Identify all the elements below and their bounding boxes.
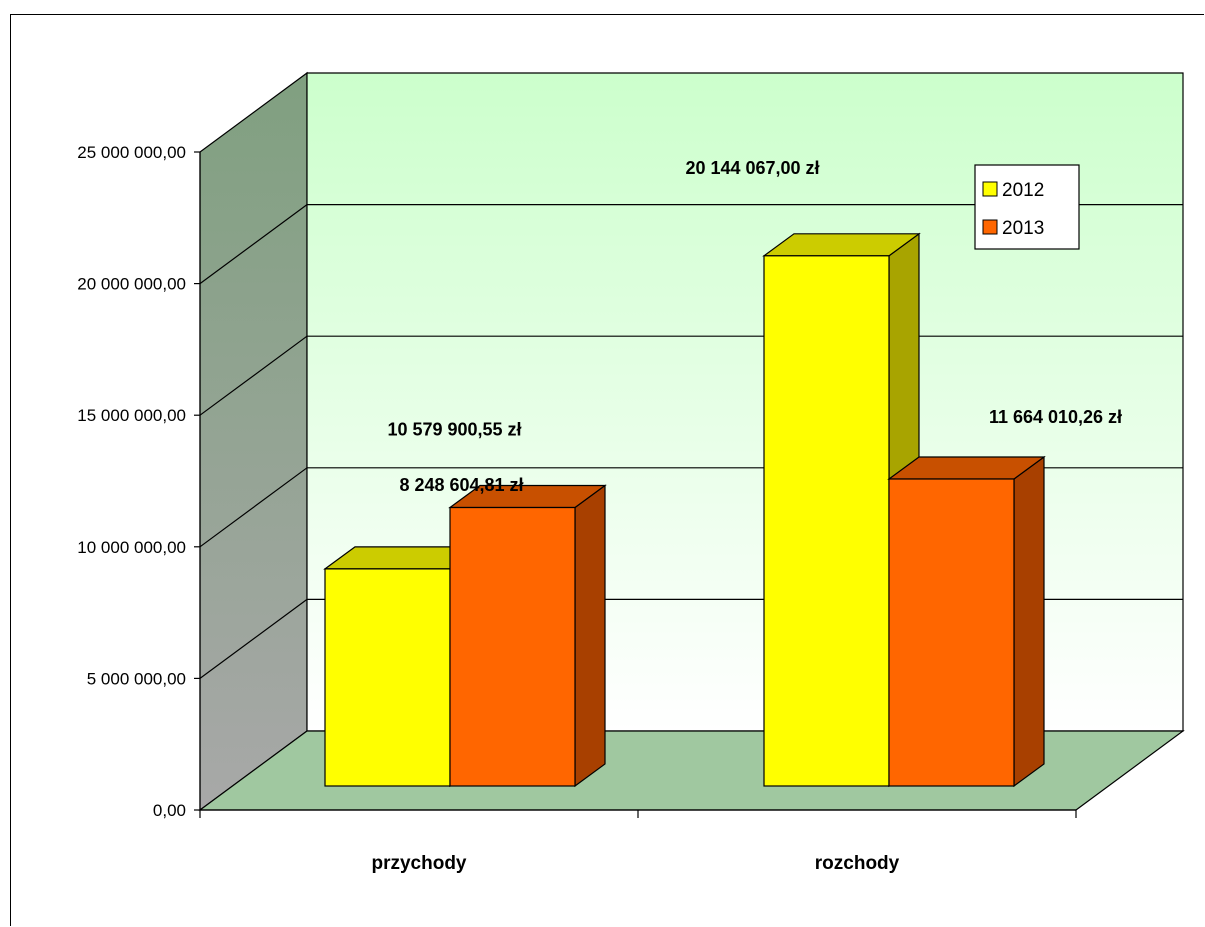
gridline-side bbox=[199, 335, 308, 416]
category-label-rozchody: rozchody bbox=[815, 853, 900, 874]
y-tick-label: 10 000 000,00 bbox=[77, 538, 186, 557]
data-label-2013-przychody: 10 579 900,55 zł bbox=[387, 420, 521, 440]
bars bbox=[323, 232, 1046, 788]
y-tick-label: 5 000 000,00 bbox=[87, 669, 186, 688]
y-axis-ticks: 0,00 5 000 000,00 10 000 000,00 15 000 000,… bbox=[77, 143, 200, 820]
data-label-2012-rozchody: 20 144 067,00 zł bbox=[685, 158, 819, 178]
y-tick-label: 20 000 000,00 bbox=[77, 275, 186, 294]
y-tick-label: 0,00 bbox=[153, 801, 186, 820]
bar-2012-przychody bbox=[324, 568, 451, 787]
chart-frame bbox=[10, 14, 1204, 926]
data-labels: 8 248 604,81 zł 10 579 900,55 zł 20 144 06… bbox=[387, 158, 1122, 495]
gridline-side bbox=[199, 598, 308, 679]
gridline-side bbox=[199, 467, 308, 548]
y-tick-label: 15 000 000,00 bbox=[77, 406, 186, 425]
bar-2012-rozchody bbox=[763, 255, 890, 787]
y-tick-label: 25 000 000,00 bbox=[77, 143, 186, 162]
data-label-2012-przychody: 8 248 604,81 zł bbox=[399, 475, 523, 495]
bar-side-2013-przychody bbox=[574, 484, 606, 788]
bar-2013-rozchody bbox=[888, 478, 1015, 787]
x-axis-categories: przychody rozchody bbox=[371, 853, 899, 874]
data-label-2013-rozchody: 11 664 010,26 zł bbox=[989, 407, 1122, 427]
legend-swatch-2012 bbox=[982, 181, 998, 197]
legend-label-2012: 2012 bbox=[1002, 180, 1044, 201]
category-label-przychody: przychody bbox=[371, 853, 466, 874]
gridline-side bbox=[199, 204, 308, 285]
bar-side-2013-rozchody bbox=[1013, 455, 1045, 788]
bar-2013-przychody bbox=[449, 506, 576, 787]
legend-label-2013: 2013 bbox=[1002, 218, 1044, 239]
side-wall bbox=[199, 71, 308, 812]
axes bbox=[199, 152, 1077, 818]
legend: 2012 2013 bbox=[974, 164, 1080, 250]
legend-swatch-2013 bbox=[982, 219, 998, 235]
legend-box bbox=[974, 164, 1080, 250]
